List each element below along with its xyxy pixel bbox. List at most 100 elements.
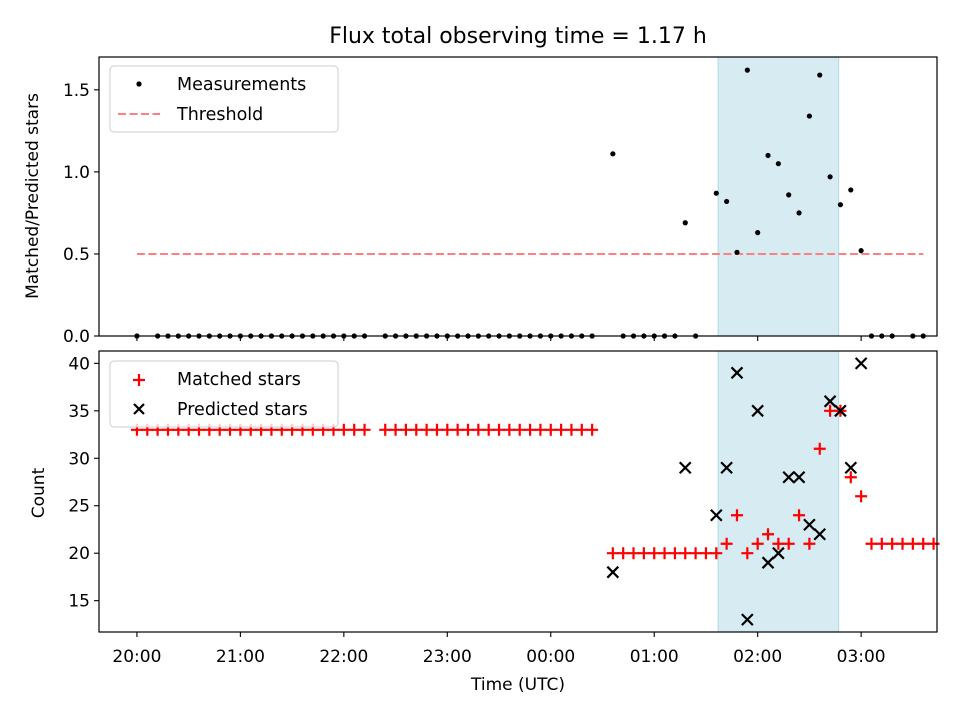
matched-point: [544, 423, 557, 436]
bottom-ytick-label: 25: [68, 497, 90, 517]
predicted-point: [803, 518, 816, 532]
bottom-ytick-label: 20: [68, 544, 90, 564]
matched-point: [886, 537, 899, 550]
matched-point: [337, 423, 350, 436]
chart-title: Flux total observing time = 1.17 h: [329, 24, 707, 49]
predicted-point: [710, 508, 723, 522]
matched-point: [865, 537, 878, 550]
top-y-axis-label: Matched/Predicted stars: [23, 93, 43, 299]
matched-point: [793, 509, 806, 522]
matched-point: [555, 423, 568, 436]
matched-point: [689, 547, 702, 560]
matched-point: [461, 423, 474, 436]
matched-point: [751, 537, 764, 550]
measurement-point: [837, 202, 844, 208]
predicted-point: [730, 366, 744, 380]
bottom-ytick-label: 30: [68, 449, 90, 469]
matched-point: [399, 423, 412, 436]
measurement-point: [786, 192, 792, 198]
predicted-legend-marker: [133, 403, 145, 415]
matched-point: [896, 537, 909, 550]
matched-point: [524, 423, 537, 436]
predicted-point: [813, 527, 827, 541]
predicted-point: [854, 357, 868, 370]
matched-point: [441, 423, 454, 436]
measurement-point: [610, 151, 616, 157]
top-y-ticks: 0.0 0.5 1.0 1.5: [63, 81, 99, 347]
measurement-point: [817, 72, 823, 78]
matched-point: [451, 423, 464, 436]
predicted-point: [823, 395, 837, 408]
top-highlight-span: [717, 56, 840, 337]
predicted-point: [751, 404, 764, 418]
predicted-point: [678, 461, 692, 475]
bottom-axes-frame: [98, 350, 938, 633]
matched-point: [772, 537, 785, 550]
matched-point: [679, 547, 692, 560]
legend-matched: Matched stars: [177, 370, 301, 390]
bottom-x-ticks: 20:00 21:00 22:00 23:00 00:00 01:00 02:00 03:00: [112, 632, 886, 667]
measurement-point: [848, 187, 854, 193]
measurements-legend-marker: [136, 81, 142, 87]
matched-point: [668, 547, 681, 560]
matched-point: [513, 423, 526, 436]
matched-point: [782, 537, 795, 550]
matched-point: [699, 547, 712, 560]
matched-point: [420, 423, 433, 436]
matched-points: [130, 404, 940, 560]
bottom-xtick-label: 01:00: [630, 647, 679, 667]
predicted-point: [782, 470, 795, 484]
bottom-ytick-label: 35: [68, 402, 90, 422]
matched-point: [648, 547, 661, 560]
bottom-xtick-label: 23:00: [423, 647, 472, 667]
matched-point: [855, 490, 868, 503]
legend-measurements: Measurements: [177, 75, 306, 95]
top-ytick-label: 0.0: [63, 327, 90, 347]
bottom-xtick-label: 02:00: [733, 647, 782, 667]
matched-point: [762, 528, 775, 541]
bottom-ytick-label: 40: [68, 354, 90, 374]
measurement-point: [858, 248, 864, 254]
matched-point: [358, 423, 371, 436]
matched-point: [906, 537, 919, 550]
matched-point: [606, 547, 619, 560]
top-ytick-label: 1.0: [63, 163, 90, 183]
predicted-point: [772, 546, 785, 560]
measurement-point: [796, 210, 802, 216]
matched-point: [720, 537, 733, 550]
predicted-point: [761, 556, 775, 569]
measurement-point: [827, 174, 833, 180]
bottom-y-ticks: 15 20 25 30 35 40: [68, 354, 99, 612]
matched-legend-marker: [133, 374, 145, 386]
matched-point: [472, 423, 485, 436]
predicted-point: [834, 404, 847, 418]
predicted-point: [792, 470, 806, 484]
predicted-point: [844, 461, 858, 475]
matched-point: [617, 547, 630, 560]
matched-point: [482, 423, 495, 436]
measurement-point: [755, 230, 761, 236]
matched-point: [658, 547, 671, 560]
matched-point: [875, 537, 888, 550]
matched-point: [379, 423, 392, 436]
measurement-point: [775, 161, 781, 167]
measurement-point: [765, 152, 771, 159]
top-ytick-label: 1.5: [63, 81, 90, 101]
matched-point: [803, 537, 816, 550]
matched-point: [410, 423, 423, 436]
bottom-xtick-label: 22:00: [319, 647, 368, 667]
matched-point: [710, 547, 723, 560]
bottom-panel: 15 20 25 30 35 40 20:00 21:00 22:00 23:00 00:00 01…: [29, 350, 940, 695]
measurement-point: [744, 67, 750, 73]
top-ytick-label: 0.5: [63, 245, 90, 265]
bottom-legend-box: [109, 360, 339, 428]
top-panel: 0.0 0.5 1.0 1.5 Matched/Predicted stars Mea…: [23, 56, 938, 347]
matched-point: [348, 423, 361, 436]
top-legend: Measurements Threshold: [109, 65, 339, 133]
matched-point: [741, 547, 754, 560]
bottom-highlight-span: [717, 350, 840, 633]
matched-point: [844, 471, 857, 484]
matched-point: [637, 547, 650, 560]
measurement-point: [806, 113, 813, 119]
